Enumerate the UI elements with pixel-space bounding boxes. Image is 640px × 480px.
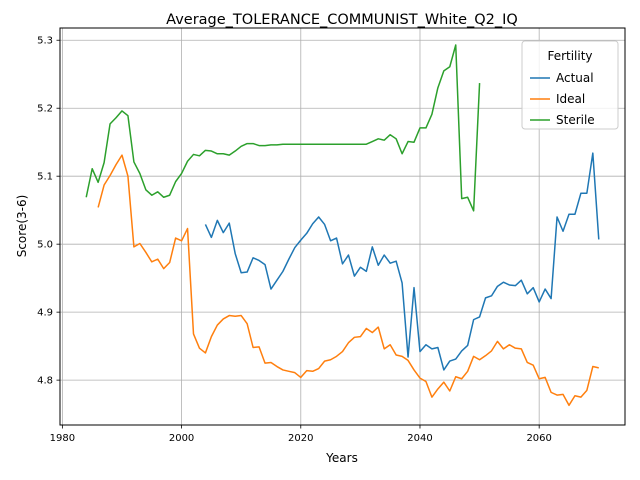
y-tick-label: 4.8 xyxy=(37,376,53,387)
lines-layer xyxy=(85,44,600,407)
chart-title: Average_TOLERANCE_COMMUNIST_White_Q2_IQ xyxy=(166,12,518,28)
x-tick-label: 2060 xyxy=(526,433,551,444)
y-tick-label: 5.3 xyxy=(37,36,53,47)
legend-label-sterile: Sterile xyxy=(556,113,595,127)
x-tick-label: 2020 xyxy=(288,433,313,444)
y-tick-label: 5.1 xyxy=(37,172,53,183)
legend-box xyxy=(521,40,619,130)
legend-label-ideal: Ideal xyxy=(556,92,585,106)
ticks-layer: 1980 2000 2020 2040 2060 4.8 4.9 5.0 5.1 5.2 5.3 xyxy=(37,36,552,444)
series-line-sterile xyxy=(85,44,481,212)
series-line-actual xyxy=(204,152,600,371)
plot-frame xyxy=(59,27,626,426)
series-line-ideal xyxy=(97,154,599,407)
y-tick-label: 5.2 xyxy=(37,104,53,115)
y-tick-label: 4.9 xyxy=(37,308,53,319)
legend: Fertility Actual Ideal Sterile xyxy=(521,40,619,130)
x-tick-label: 2040 xyxy=(407,433,432,444)
x-axis-label: Years xyxy=(325,451,358,465)
x-tick-label: 1980 xyxy=(50,433,75,444)
legend-label-actual: Actual xyxy=(556,71,594,85)
y-axis-label: Score(3-6) xyxy=(15,195,29,258)
legend-title: Fertility xyxy=(547,49,592,63)
y-tick-label: 5.0 xyxy=(37,240,53,251)
x-tick-label: 2000 xyxy=(169,433,194,444)
